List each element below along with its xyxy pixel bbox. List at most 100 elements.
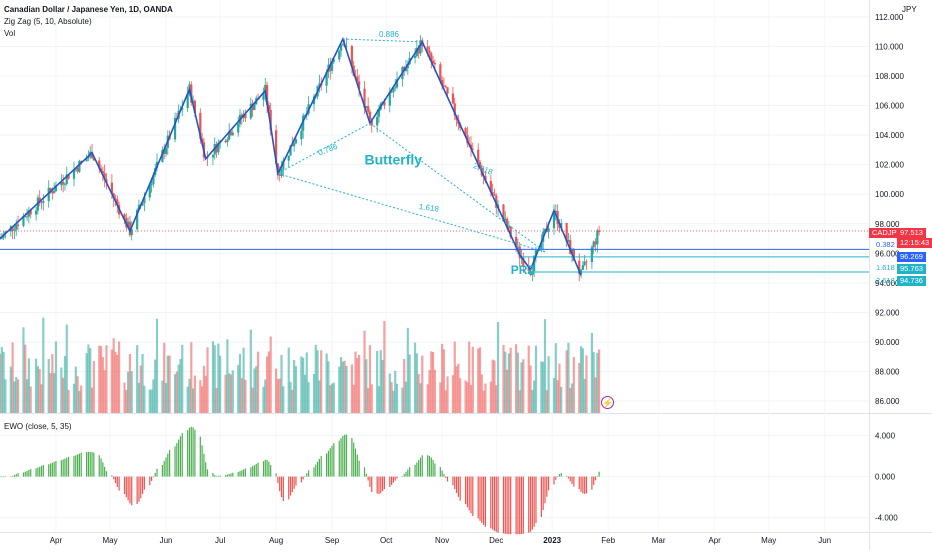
volume-bar [16, 379, 20, 413]
volume-bar [522, 359, 525, 413]
ewo-bar [340, 438, 342, 477]
ewo-bar [389, 476, 391, 487]
volume-bar [92, 360, 95, 413]
price-tick-label: 88.000 [875, 368, 900, 377]
candle-body [464, 128, 467, 136]
time-tick-label: Apr [50, 536, 63, 545]
volume-bar [312, 373, 316, 413]
volume-bar [430, 351, 433, 413]
volume-bar [363, 330, 366, 413]
lightning-icon[interactable]: ⚡ [601, 396, 614, 409]
volume-indicator-label[interactable]: Vol [4, 29, 16, 38]
volume-bar [148, 389, 151, 413]
ewo-bar [291, 476, 293, 493]
volume-bar [554, 343, 557, 413]
candle-body [567, 240, 570, 242]
ewo-bar [470, 476, 472, 514]
candle-body [49, 187, 52, 191]
time-tick-label: Apr [708, 536, 721, 545]
ewo-bar [250, 467, 252, 477]
volume-bar [0, 347, 3, 413]
ewo-bar [596, 475, 598, 477]
ewo-bar [264, 459, 266, 477]
ewo-bar [367, 476, 369, 481]
ewo-bar [320, 456, 322, 477]
volume-bar [211, 341, 215, 413]
volume-bar [36, 366, 39, 413]
ewo-bar [515, 476, 517, 535]
ewo-bar [479, 476, 481, 521]
candle-body [392, 88, 395, 93]
ewo-bar [243, 469, 245, 477]
volume-bar [287, 347, 290, 413]
candle-body [426, 46, 429, 51]
volume-bar [431, 352, 435, 413]
ewo-bar [262, 461, 265, 477]
volume-bar [403, 358, 406, 413]
volume-bar [471, 346, 474, 413]
volume-bar [533, 380, 536, 413]
ewo-bar [102, 462, 104, 477]
volume-bar [4, 379, 7, 413]
volume-bar [484, 383, 487, 413]
candle-body [54, 185, 58, 192]
ewo-tick-label: 0.000 [875, 473, 896, 482]
ewo-bar [141, 476, 144, 494]
volume-bar [112, 338, 115, 413]
zigzag-indicator-label[interactable]: Zig Zag (5, 10, Absolute) [4, 17, 92, 26]
ewo-bar [76, 454, 79, 477]
volume-bar [267, 351, 270, 413]
volume-bar [217, 343, 220, 413]
volume-bar [466, 382, 469, 413]
volume-bar [307, 382, 310, 413]
ewo-bar [427, 455, 429, 477]
candle-body [215, 144, 218, 153]
volume-bar [451, 375, 455, 413]
candle-body [11, 226, 14, 231]
volume-bar [343, 360, 346, 413]
ewo-bar [266, 459, 268, 477]
volume-bar [459, 378, 462, 413]
ewo-bar [317, 461, 319, 477]
ewo-bar [358, 460, 360, 477]
candle-body [491, 192, 494, 194]
candle-body [226, 139, 229, 143]
ewo-bar [156, 468, 158, 477]
candle-body [262, 93, 265, 100]
candle-body [173, 117, 177, 140]
level-2618-tag: 94.736 [897, 276, 926, 286]
ewo-indicator-label[interactable]: EWO (close, 5, 35) [4, 422, 72, 431]
ewo-bar [443, 474, 445, 477]
ewo-bar [502, 476, 505, 534]
volume-bar [352, 384, 355, 413]
candle-body [431, 60, 435, 64]
time-tick-label: Jun [818, 536, 831, 545]
candle-body [294, 139, 298, 144]
volume-bar [552, 377, 556, 413]
ratio-1618-label: 1.618 [418, 202, 440, 214]
candle-body [547, 228, 550, 232]
volume-bar [294, 366, 298, 413]
level-1618-tag: 95.763 [897, 264, 926, 274]
volume-bar [34, 358, 38, 413]
ewo-bar [528, 476, 530, 533]
candle-body [143, 197, 146, 204]
volume-bar [199, 380, 202, 413]
ewo-bar [594, 476, 597, 481]
volume-bar [186, 386, 189, 413]
candle-body [274, 130, 278, 164]
volume-bar [251, 387, 254, 413]
volume-bar [99, 346, 103, 413]
volume-bar [141, 353, 144, 413]
ewo-bar [78, 453, 81, 477]
volume-bar [163, 342, 166, 413]
time-tick-label: May [761, 536, 776, 545]
ewo-bar [593, 476, 595, 485]
volume-bar [127, 371, 130, 413]
volume-bar [302, 357, 305, 413]
ewo-tick-label: 4.000 [875, 431, 896, 440]
ewo-bar [580, 476, 582, 492]
volume-bar [316, 350, 319, 413]
